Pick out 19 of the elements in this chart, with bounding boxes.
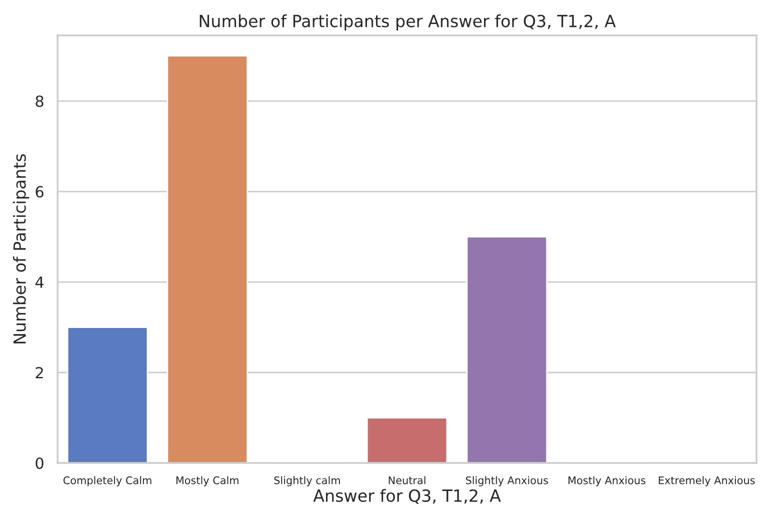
y-tick-label: 6 [36, 186, 44, 198]
bar [466, 236, 548, 463]
x-tick-label: Completely Calm [63, 476, 152, 486]
x-tick-label: Slightly Anxious [466, 476, 548, 486]
bar [366, 417, 448, 463]
bar [66, 326, 148, 463]
x-tick-label: Extremely Anxious [658, 476, 755, 486]
y-tick-label: 4 [35, 276, 44, 288]
y-axis-title: Number of Participants [13, 154, 30, 344]
bar [166, 55, 248, 463]
x-tick-label: Mostly Calm [176, 476, 238, 486]
y-tick-label: 8 [36, 95, 44, 108]
x-axis-title: Answer for Q3, T1,2, A [313, 489, 501, 504]
x-tick-label: Neutral [388, 476, 426, 484]
x-tick-label: Slightly calm [274, 476, 340, 486]
y-tick-label: 0 [36, 457, 44, 470]
y-tick-label: 2 [36, 366, 43, 378]
x-tick-label: Mostly Anxious [568, 476, 646, 486]
chart-title: Number of Participants per Answer for Q3, T1,2, A [200, 14, 616, 31]
